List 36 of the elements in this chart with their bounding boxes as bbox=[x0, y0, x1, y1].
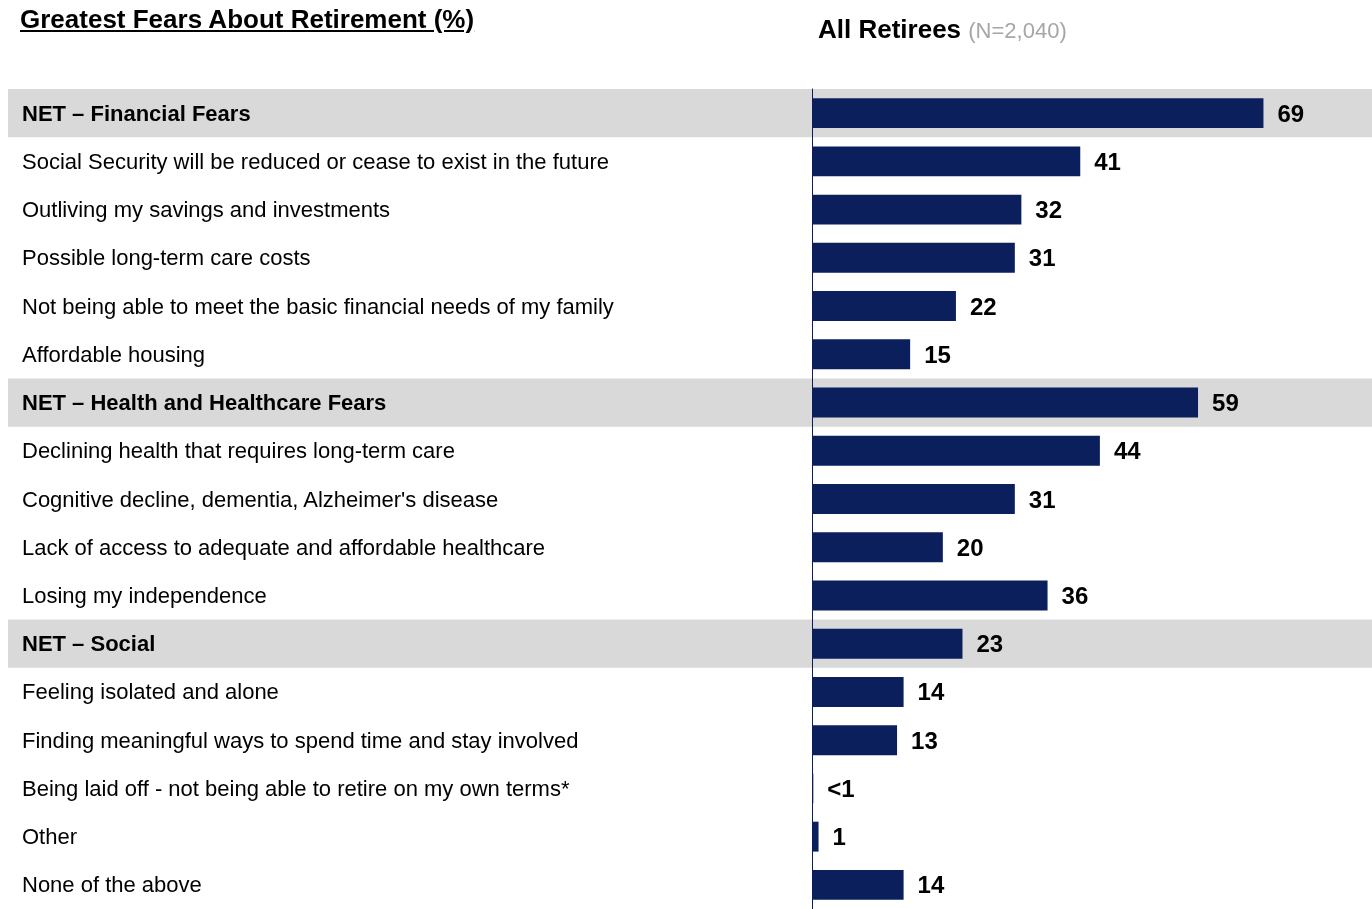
data-label: 59 bbox=[1212, 389, 1239, 417]
data-label: 31 bbox=[1028, 244, 1056, 272]
y-tick-label: Possible long-term care costs bbox=[22, 245, 311, 271]
y-tick-label: NET – Financial Fears bbox=[22, 100, 251, 126]
y-tick-label: Lack of access to adequate and affordable healthcare bbox=[22, 534, 546, 560]
y-tick-label: Losing my independence bbox=[22, 582, 267, 608]
y-tick-label: NET – Social bbox=[22, 631, 156, 657]
y-tick-label: None of the above bbox=[22, 872, 202, 898]
y-tick-label: Being laid off - not being able to retire on my own terms* bbox=[22, 775, 570, 801]
data-label: 44 bbox=[1113, 437, 1142, 465]
y-tick-label: Affordable housing bbox=[22, 341, 206, 367]
data-label: 32 bbox=[1035, 196, 1063, 224]
data-label: 1 bbox=[832, 823, 846, 851]
data-label: 36 bbox=[1061, 581, 1089, 609]
data-label: 14 bbox=[917, 871, 945, 899]
data-label: 14 bbox=[917, 678, 945, 706]
y-tick-label: Finding meaningful ways to spend time and stay involved bbox=[22, 727, 579, 753]
chart-subtitle: All Retirees (N=2,040) bbox=[818, 14, 1067, 45]
y-tick-label: Declining health that requires long-term care bbox=[22, 438, 455, 464]
data-label: 23 bbox=[976, 630, 1004, 658]
y-tick-label: Other bbox=[22, 824, 78, 850]
y-tick-label: Outliving my savings and investments bbox=[22, 197, 391, 223]
data-label: 69 bbox=[1277, 99, 1305, 127]
data-label: 31 bbox=[1028, 485, 1056, 513]
y-tick-label: NET – Health and Healthcare Fears bbox=[22, 390, 387, 416]
data-label: <1 bbox=[827, 774, 855, 802]
y-tick-label: Not being able to meet the basic financial needs of my family bbox=[22, 293, 614, 319]
data-label: 15 bbox=[924, 340, 951, 368]
text: Greatest Fears About Retirement (%) bbox=[20, 4, 475, 35]
y-tick-label: Feeling isolated and alone bbox=[22, 679, 279, 705]
y-tick-label: Cognitive decline, dementia, Alzheimer's disease bbox=[22, 486, 499, 512]
y-tick-label: Social Security will be reduced or cease to exist in the future bbox=[22, 148, 609, 174]
data-label: 22 bbox=[969, 292, 997, 320]
data-label: 41 bbox=[1094, 147, 1121, 175]
data-label: 20 bbox=[956, 533, 984, 561]
data-label: 13 bbox=[911, 726, 938, 754]
